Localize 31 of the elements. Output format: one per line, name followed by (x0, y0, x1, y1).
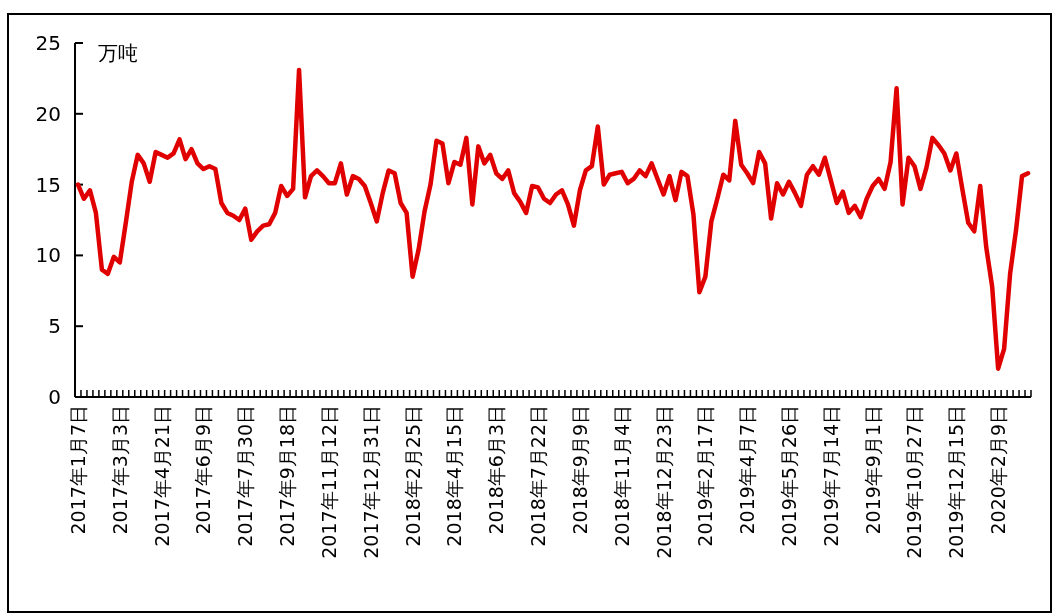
line-series (75, 67, 1031, 371)
x-tick-label: 2018年7月22日 (527, 405, 550, 547)
x-tick-label: 2018年12月23日 (652, 405, 675, 559)
y-tick-label: 0 (48, 385, 61, 409)
x-tick-label: 2019年10月27日 (903, 405, 926, 559)
x-tick-label: 2019年12月15日 (945, 405, 968, 559)
x-tick-label: 2017年3月3日 (108, 405, 131, 535)
x-tick-label: 2017年1月7日 (66, 405, 89, 535)
x-tick-label: 2019年7月14日 (819, 405, 842, 547)
x-tick-label: 2017年4月21日 (150, 405, 173, 547)
x-tick-label: 2019年4月7日 (736, 405, 759, 535)
x-tick-label: 2019年5月26日 (778, 405, 801, 547)
x-tick-label: 2017年6月9日 (192, 405, 215, 535)
x-tick-label: 2017年9月18日 (276, 405, 299, 547)
y-tick-label: 25 (35, 31, 61, 55)
x-tick-label: 2018年9月9日 (568, 405, 591, 535)
x-tick-label: 2017年11月12日 (317, 405, 340, 559)
x-tick-label: 2018年2月25日 (401, 405, 424, 547)
y-axis-title: 万吨 (98, 41, 138, 65)
x-tick-label: 2018年6月3日 (485, 405, 508, 535)
x-tick-label: 2017年12月31日 (359, 405, 382, 559)
y-tick-label: 20 (35, 101, 61, 126)
y-tick-label: 10 (35, 243, 61, 268)
x-tick-label: 2019年9月1日 (861, 405, 884, 535)
x-tick-label: 2017年7月30日 (234, 405, 257, 547)
x-tick-label: 2018年11月4日 (610, 405, 633, 547)
x-tick-label: 2020年2月9日 (987, 405, 1010, 535)
x-tick-label: 2019年2月17日 (694, 405, 717, 547)
x-tick-label: 2018年4月15日 (443, 405, 466, 547)
y-tick-label: 5 (48, 314, 61, 339)
y-tick-label: 15 (35, 172, 61, 197)
